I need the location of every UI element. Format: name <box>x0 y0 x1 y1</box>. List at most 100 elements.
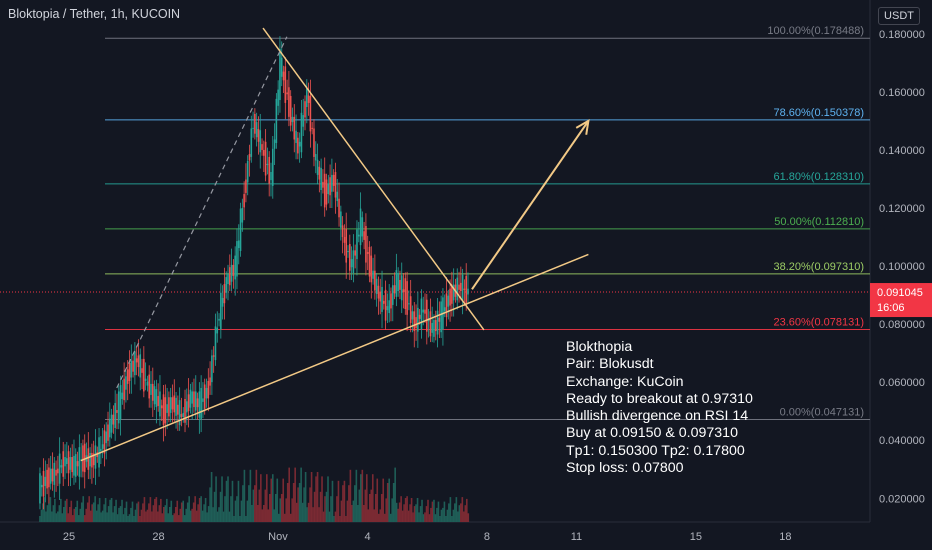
candle-body <box>103 430 106 454</box>
volume-bar <box>106 512 108 522</box>
candle-body <box>440 301 442 333</box>
candle-body <box>69 457 72 470</box>
y-tick-label: 0.140000 <box>879 145 925 157</box>
candle-body <box>293 116 296 140</box>
candle-body <box>187 394 190 412</box>
volume-bar <box>416 498 419 522</box>
volume-bar <box>228 511 231 522</box>
candle-body <box>400 275 403 301</box>
candle-body <box>193 391 195 408</box>
volume-bar <box>155 497 158 522</box>
volume-bar <box>440 509 443 522</box>
candle-body <box>107 424 109 441</box>
x-tick-label: 25 <box>63 531 75 543</box>
currency-button[interactable]: USDT <box>878 7 920 25</box>
volume-bar <box>215 476 217 522</box>
volume-bar <box>206 512 208 522</box>
candle-body <box>411 311 414 320</box>
volume-bar <box>380 494 383 522</box>
candle-body <box>159 391 161 417</box>
volume-bar <box>397 508 399 522</box>
candle-body <box>323 173 326 208</box>
annotation-line: Stop loss: 0.07800 <box>566 460 684 477</box>
trade-annotation: Blokthopia Pair: Blokusdt Exchange: KuCo… <box>566 339 753 477</box>
volume-bar <box>198 498 201 522</box>
breakout-arrow-head <box>575 119 590 135</box>
volume-bar <box>192 502 195 522</box>
candle-body <box>141 368 143 373</box>
candle-body <box>422 309 425 313</box>
candle-body <box>309 95 312 132</box>
volume-bar <box>142 503 144 522</box>
y-tick-label: 0.020000 <box>879 493 925 505</box>
volume-bar <box>216 511 219 522</box>
fib-level-label: 61.80%(0.128310) <box>773 171 864 183</box>
candle-body <box>108 418 111 438</box>
volume-bar <box>379 509 382 522</box>
volume-bar <box>283 513 286 522</box>
volume-bar <box>297 487 299 522</box>
volume-bar <box>203 504 205 522</box>
volume-bar <box>428 514 431 522</box>
volume-bar <box>392 483 395 522</box>
candle-body <box>311 127 313 129</box>
volume-bar <box>395 502 398 522</box>
candle-body <box>397 273 399 292</box>
candle-body <box>374 270 376 291</box>
candle-body <box>186 401 188 413</box>
fib-level-label: 0.00%(0.047131) <box>780 407 864 419</box>
volume-bar <box>71 515 74 522</box>
volume-bar <box>437 501 440 522</box>
candle-body <box>372 270 374 279</box>
volume-bar <box>449 497 452 522</box>
volume-bar <box>291 498 293 522</box>
volume-bar <box>58 505 61 522</box>
volume-bar <box>376 478 379 522</box>
volume-bar <box>321 476 323 522</box>
candle-body <box>415 317 417 329</box>
candle-body <box>336 191 339 202</box>
volume-bar <box>334 511 337 522</box>
volume-bar <box>364 489 367 522</box>
candle-body <box>211 355 213 383</box>
volume-bar <box>237 480 240 522</box>
candle-body <box>234 255 236 280</box>
candle-body <box>443 307 446 312</box>
candle-body <box>460 282 462 292</box>
x-tick-label: 18 <box>779 531 791 543</box>
volume-bar <box>42 503 44 522</box>
y-tick-label: 0.100000 <box>879 261 925 273</box>
volume-bar <box>118 507 120 522</box>
volume-bar <box>112 512 114 522</box>
volume-bar <box>274 494 277 522</box>
volume-bar <box>448 503 450 522</box>
volume-bar <box>145 511 147 522</box>
volume-bar <box>245 516 247 522</box>
volume-bar <box>148 503 150 522</box>
candle-body <box>418 314 421 319</box>
volume-bar <box>340 500 343 522</box>
candle-body <box>325 179 328 205</box>
volume-bar <box>422 514 425 522</box>
candle-body <box>96 452 99 458</box>
candle-body <box>101 444 104 449</box>
candle-body <box>91 452 93 468</box>
candle-body <box>139 354 142 378</box>
volume-bar <box>394 467 396 522</box>
volume-bar <box>166 498 168 522</box>
volume-bar <box>264 489 267 522</box>
candle-body <box>137 355 140 368</box>
candle-body <box>282 71 285 81</box>
candle-body <box>178 400 181 426</box>
volume-bar <box>179 508 182 522</box>
volume-bar <box>221 476 223 522</box>
volume-bar <box>464 505 467 522</box>
volume-bar <box>370 489 373 522</box>
volume-bar <box>304 472 307 522</box>
volume-bar <box>333 516 335 522</box>
volume-bar <box>307 502 310 522</box>
volume-bar <box>261 509 264 522</box>
candle-body <box>384 289 387 321</box>
volume-bar <box>146 509 149 522</box>
